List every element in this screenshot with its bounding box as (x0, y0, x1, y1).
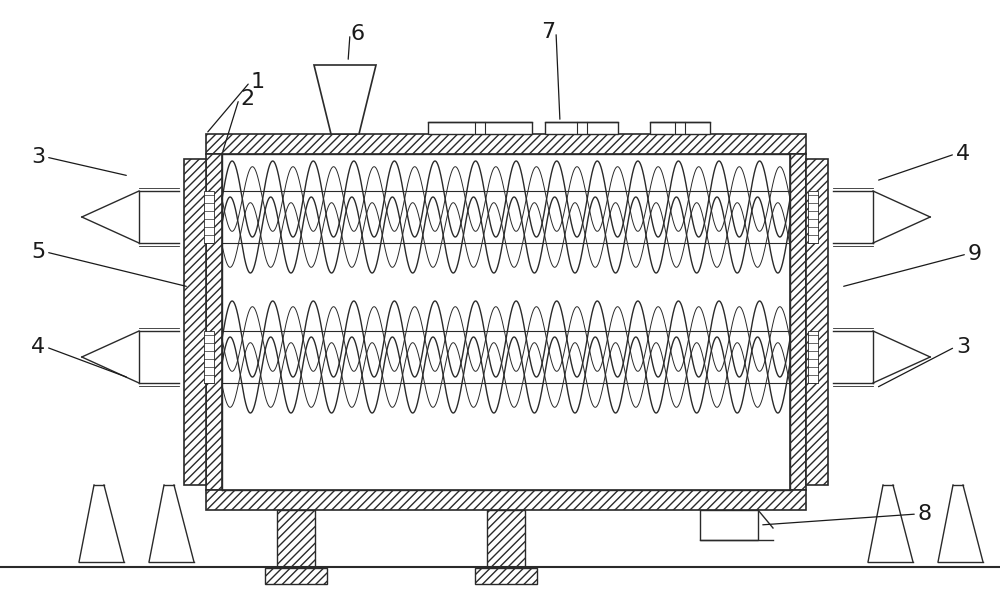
Bar (206, 490, 806, 510)
Polygon shape (314, 65, 376, 134)
Text: 6: 6 (351, 24, 365, 44)
Bar (545, 122, 618, 134)
Text: 8: 8 (918, 504, 932, 524)
Text: 9: 9 (968, 244, 982, 264)
Bar (700, 510, 758, 540)
Text: 4: 4 (956, 144, 970, 164)
Bar (204, 331, 214, 383)
Text: 7: 7 (541, 22, 555, 42)
Bar (277, 510, 315, 568)
Text: 3: 3 (956, 337, 970, 357)
Bar (184, 159, 206, 485)
Bar (808, 331, 818, 383)
Bar (265, 568, 327, 584)
Bar (790, 154, 806, 490)
Bar (808, 191, 818, 243)
Bar (206, 154, 222, 490)
Text: 3: 3 (31, 147, 45, 167)
Bar (475, 568, 537, 584)
Text: 2: 2 (240, 89, 254, 109)
Bar (428, 122, 532, 134)
Bar (204, 191, 214, 243)
Text: 1: 1 (251, 72, 265, 92)
Text: 5: 5 (31, 242, 45, 262)
Bar (806, 159, 828, 485)
Text: 4: 4 (31, 337, 45, 357)
Bar (650, 122, 710, 134)
Bar (206, 134, 806, 154)
Bar (487, 510, 525, 568)
